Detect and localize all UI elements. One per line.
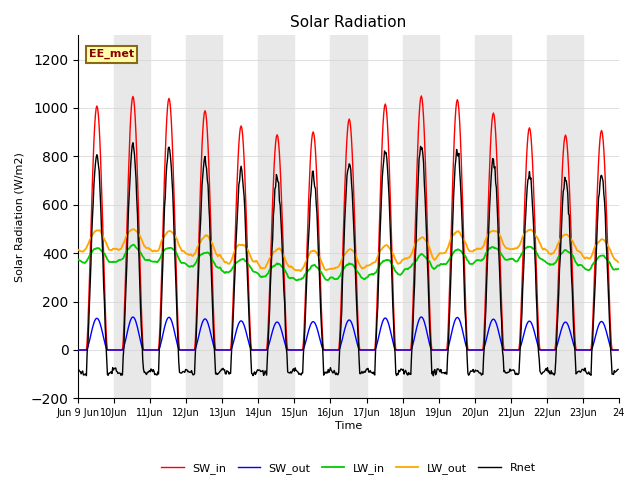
Rnet: [140, 370, 148, 375]
SW_in: [195, 254, 202, 260]
Line: LW_in: LW_in: [78, 245, 618, 280]
SW_in: [84, 322, 92, 328]
SW_in: [140, 347, 147, 353]
SW_in: [417, 93, 425, 99]
Rnet: [614, 367, 622, 372]
LW_in: [431, 265, 438, 271]
Rnet: [84, 342, 92, 348]
LW_in: [130, 242, 138, 248]
LW_in: [84, 256, 92, 262]
Rnet: [129, 140, 137, 145]
SW_in: [74, 347, 82, 353]
LW_out: [130, 227, 138, 232]
Bar: [186, 36, 222, 398]
SW_in: [413, 149, 421, 155]
LW_out: [74, 247, 82, 252]
Bar: [330, 36, 367, 398]
LW_out: [224, 261, 232, 266]
Rnet: [224, 369, 232, 374]
SW_out: [430, 347, 438, 353]
Text: EE_met: EE_met: [89, 49, 134, 60]
SW_in: [430, 347, 438, 353]
LW_out: [84, 241, 92, 247]
Bar: [547, 36, 583, 398]
SW_in: [223, 347, 230, 353]
Line: SW_out: SW_out: [78, 317, 618, 350]
SW_out: [84, 344, 92, 349]
Bar: [403, 36, 438, 398]
Line: LW_out: LW_out: [78, 229, 618, 271]
SW_out: [195, 335, 202, 341]
LW_out: [140, 243, 148, 249]
SW_out: [614, 347, 622, 353]
LW_out: [296, 268, 304, 274]
LW_in: [415, 253, 423, 259]
Bar: [475, 36, 511, 398]
SW_out: [417, 314, 425, 320]
Line: Rnet: Rnet: [78, 143, 618, 376]
LW_out: [614, 259, 622, 265]
LW_in: [140, 256, 148, 262]
Rnet: [74, 366, 82, 372]
LW_in: [614, 266, 622, 272]
SW_out: [223, 347, 230, 353]
SW_out: [140, 347, 147, 353]
Rnet: [195, 257, 203, 263]
SW_out: [413, 321, 421, 327]
Title: Solar Radiation: Solar Radiation: [291, 15, 406, 30]
SW_in: [614, 347, 622, 353]
Rnet: [431, 367, 438, 372]
LW_in: [74, 257, 82, 263]
LW_out: [431, 257, 438, 263]
LW_out: [415, 237, 423, 242]
Y-axis label: Solar Radiation (W/m2): Solar Radiation (W/m2): [15, 152, 25, 282]
Rnet: [429, 373, 437, 379]
Bar: [259, 36, 294, 398]
Rnet: [415, 174, 422, 180]
LW_out: [195, 241, 203, 247]
LW_in: [195, 253, 203, 259]
Legend: SW_in, SW_out, LW_in, LW_out, Rnet: SW_in, SW_out, LW_in, LW_out, Rnet: [157, 458, 540, 478]
LW_in: [224, 269, 232, 275]
Bar: [114, 36, 150, 398]
SW_out: [74, 347, 82, 353]
Line: SW_in: SW_in: [78, 96, 618, 350]
LW_in: [293, 277, 301, 283]
X-axis label: Time: Time: [335, 421, 362, 431]
